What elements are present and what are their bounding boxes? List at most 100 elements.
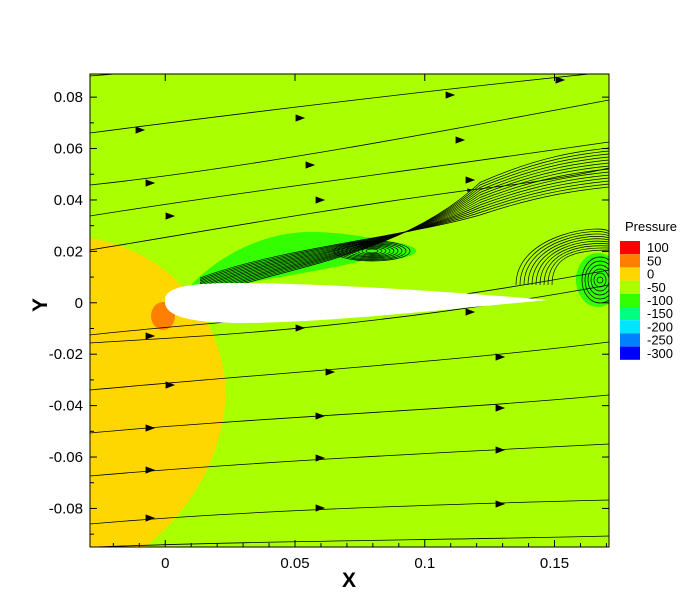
streamline-arrow [135, 126, 146, 134]
streamline-arrow [145, 424, 156, 432]
streamline-arrow [315, 196, 326, 204]
wake-streamline [547, 247, 609, 286]
y-tick-label: 0 [75, 295, 83, 312]
legend-level-label: 0 [647, 267, 654, 282]
y-tick-label: 0.02 [54, 243, 83, 260]
vortex-ring [349, 244, 395, 258]
legend-swatch [620, 320, 640, 334]
wake-streamline [523, 233, 609, 286]
y-axis: 0.08 0.06 0.04 0.02 0 -0.02 -0.04 -0.06 -0.08 [49, 89, 609, 535]
streamline-arrow [145, 466, 156, 474]
legend-level-label: -150 [647, 306, 673, 321]
streamline-arrow [315, 504, 326, 512]
airfoil [164, 283, 548, 323]
y-tick-label: 0.04 [54, 192, 83, 209]
streamline [90, 499, 609, 525]
separated-streamline [199, 171, 609, 286]
separated-streamline [199, 186, 609, 279]
streamline-arrow [495, 353, 506, 361]
legend-level-label: -100 [647, 293, 673, 308]
streamline [90, 141, 609, 217]
y-tick-label: -0.02 [49, 346, 83, 363]
legend-level-label: -200 [647, 319, 673, 334]
vortex-ring [361, 247, 383, 255]
x-tick-label: 0 [161, 555, 169, 572]
x-tick-label: 0.05 [280, 555, 309, 572]
x-tick-label: 0.1 [414, 555, 435, 572]
streamline [90, 74, 122, 77]
wake-streamline [551, 249, 609, 286]
y-tick-label: -0.08 [49, 500, 83, 517]
y-tick-label: -0.06 [49, 449, 83, 466]
vortex-ring [341, 242, 403, 260]
legend-swatch [620, 241, 640, 255]
wake-streamline [535, 240, 609, 286]
streamline-arrow [145, 514, 156, 522]
legend-title: Pressure [625, 219, 677, 234]
streamline-arrow [555, 76, 566, 84]
legend-level-label: 50 [647, 253, 661, 268]
vortex-ring [333, 240, 411, 262]
streamline-arrow [315, 412, 326, 420]
streamline-arrow [165, 212, 176, 220]
trailing-vortex-ring [587, 264, 609, 296]
trailing-vortex-ring [584, 260, 609, 300]
legend-level-label: -300 [647, 346, 673, 361]
streamline [90, 394, 609, 434]
streamline-arrow [325, 368, 336, 376]
streamline-arrow [465, 176, 476, 184]
separated-streamline [199, 177, 609, 283]
streamline [90, 99, 609, 186]
separated-streamline [199, 180, 609, 282]
legend-swatch [620, 307, 640, 321]
legend-swatch [620, 293, 640, 307]
vortex-ring [353, 245, 391, 257]
separated-streamline [199, 156, 609, 294]
streamline-arrow [455, 136, 466, 144]
y-axis-title: Y [29, 298, 52, 312]
trailing-vortex-ring [590, 268, 609, 292]
streamline [90, 167, 609, 251]
streamline-arrow [445, 91, 456, 99]
separated-streamline [199, 165, 609, 289]
separated-streamline [199, 147, 609, 298]
legend-swatch [620, 267, 640, 281]
wake-streamline [539, 243, 609, 286]
streamline-arrow [465, 308, 476, 316]
separated-streamline [199, 183, 609, 280]
legend-level-label: -250 [647, 333, 673, 348]
streamline-arrow [305, 161, 316, 169]
legend-swatch [620, 346, 640, 360]
streamline [94, 535, 609, 547]
streamline-arrow [295, 114, 306, 122]
streamline [90, 443, 609, 477]
vortex-ring [365, 248, 379, 254]
wake-streamline [519, 231, 609, 286]
separated-streamline [199, 174, 609, 285]
trailing-vortex-ring [593, 272, 607, 288]
x-tick-label: 0.15 [540, 555, 569, 572]
legend-level-label: 100 [647, 240, 669, 255]
streamline [90, 341, 609, 391]
streamline-arrow [315, 454, 326, 462]
y-tick-label: 0.06 [54, 141, 83, 158]
separated-streamline [199, 168, 609, 288]
plot-frame [89, 73, 610, 548]
plot-area [90, 74, 609, 547]
x-axis-title: X [342, 569, 356, 592]
streamline-arrow [145, 332, 156, 340]
x-axis: 0 0.05 0.1 0.15 [112, 74, 607, 572]
streamline-arrow [495, 500, 506, 508]
streamline-arrow [495, 404, 506, 412]
trailing-vortex-ring [596, 276, 604, 284]
trailing-vortex-ring [581, 256, 609, 304]
separated-streamline [199, 150, 609, 297]
y-tick-label: 0.08 [54, 89, 83, 106]
streamline [90, 74, 594, 134]
wake-streamline [527, 236, 609, 286]
streamline-arrow [495, 446, 506, 454]
vortex-ring [357, 246, 387, 256]
streamline-arrow [165, 381, 176, 389]
